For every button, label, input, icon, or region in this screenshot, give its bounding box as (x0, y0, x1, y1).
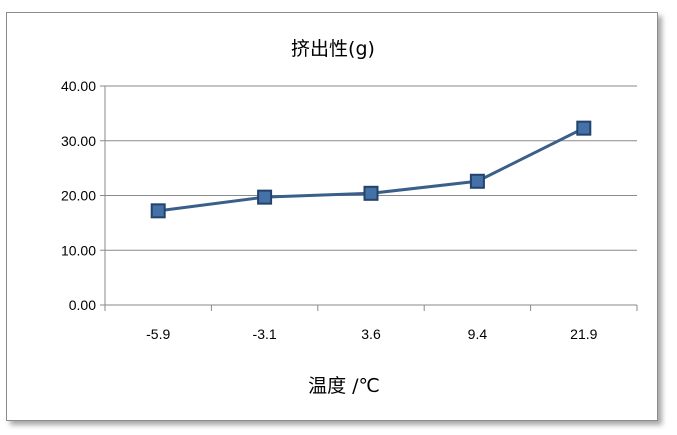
data-point-marker (576, 120, 592, 136)
x-tick-label: 21.9 (570, 326, 597, 342)
axes (100, 85, 638, 311)
y-tick-label: 20.00 (61, 188, 96, 204)
y-tick-label: 10.00 (61, 242, 96, 258)
chart-frame: 0.00 10.00 20.00 30.00 40.00 -5.9 -3.1 3.6 9.4 2… (6, 12, 658, 421)
data-point-marker (150, 203, 166, 219)
data-point-marker (469, 173, 485, 189)
x-tick-label: 9.4 (468, 326, 488, 342)
y-tick-label: 30.00 (61, 133, 96, 149)
data-point-marker (257, 189, 273, 205)
x-tick-label: -5.9 (146, 326, 170, 342)
x-tick-label: -3.1 (253, 326, 277, 342)
y-tick-label: 40.00 (61, 78, 96, 94)
x-tick-labels: -5.9 -3.1 3.6 9.4 21.9 (146, 326, 597, 342)
y-tick-label: 0.00 (69, 297, 96, 313)
x-tick-label: 3.6 (361, 326, 381, 342)
data-point-marker (363, 185, 379, 201)
y-tick-labels: 0.00 10.00 20.00 30.00 40.00 (61, 78, 96, 313)
chart-title: 挤出性(g) (291, 38, 375, 60)
data-series (150, 120, 592, 219)
x-axis-title: 温度 /℃ (308, 375, 380, 397)
line-chart: 0.00 10.00 20.00 30.00 40.00 -5.9 -3.1 3.6 9.4 2… (61, 38, 638, 397)
gridlines (105, 85, 637, 251)
